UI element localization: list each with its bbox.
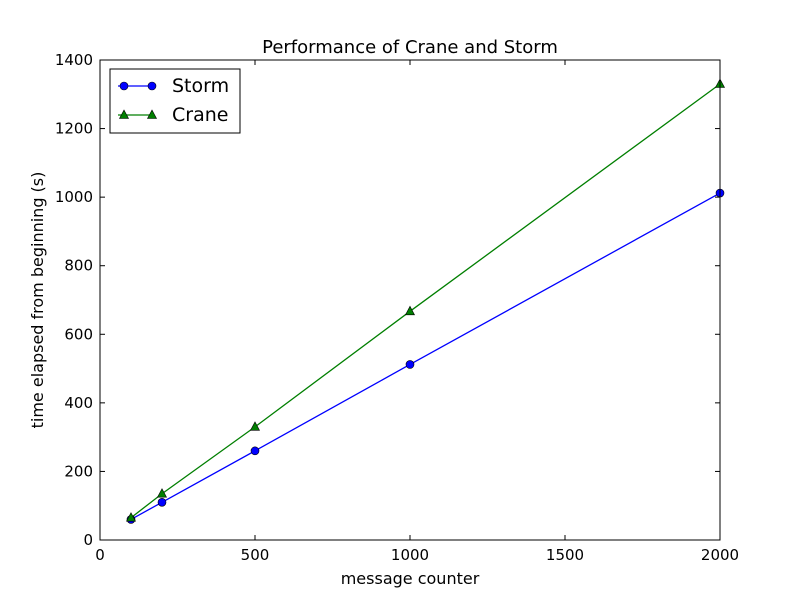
- x-axis-ticks: 0 500 1000 1500 2000: [95, 60, 739, 564]
- y-axis-label: time elapsed from beginning (s): [28, 172, 47, 429]
- y-axis-ticks: 0 200 400 600 800 1000 1200 1400: [55, 51, 720, 549]
- data-point-storm: [250, 446, 260, 456]
- y-tick-label: 600: [64, 325, 93, 343]
- legend-box: [109, 68, 241, 134]
- data-point-storm: [405, 360, 415, 369]
- x-tick-label: 2000: [701, 546, 739, 564]
- y-tick-label: 1400: [55, 51, 93, 69]
- y-tick-label: 400: [64, 394, 93, 412]
- y-tick-label: 800: [64, 257, 93, 275]
- legend-storm-marker: [147, 81, 157, 91]
- y-tick-label: 1200: [55, 120, 93, 138]
- legend-label-crane: Crane: [172, 104, 228, 126]
- data-point-crane: [157, 488, 167, 498]
- data-point-storm: [157, 497, 167, 507]
- x-tick-label: 0: [95, 546, 105, 564]
- y-tick-label: 1000: [55, 188, 93, 206]
- plot-frame: [99, 59, 721, 541]
- legend-crane-marker: [147, 109, 157, 119]
- data-point-crane: [126, 512, 136, 522]
- x-tick-label: 500: [241, 546, 270, 564]
- legend: Storm Crane: [109, 68, 241, 134]
- y-tick-label: 200: [64, 462, 93, 480]
- legend-storm-marker: [119, 81, 129, 91]
- x-tick-label: 1500: [546, 546, 584, 564]
- x-tick-label: 1000: [391, 546, 429, 564]
- legend-crane-marker: [119, 109, 129, 119]
- y-tick-label: 0: [83, 531, 93, 549]
- data-point-crane: [405, 305, 415, 316]
- x-axis-label: message counter: [341, 569, 480, 588]
- chart-title: Performance of Crane and Storm: [262, 37, 558, 58]
- data-point-crane: [250, 421, 260, 431]
- legend-label-storm: Storm: [172, 75, 229, 97]
